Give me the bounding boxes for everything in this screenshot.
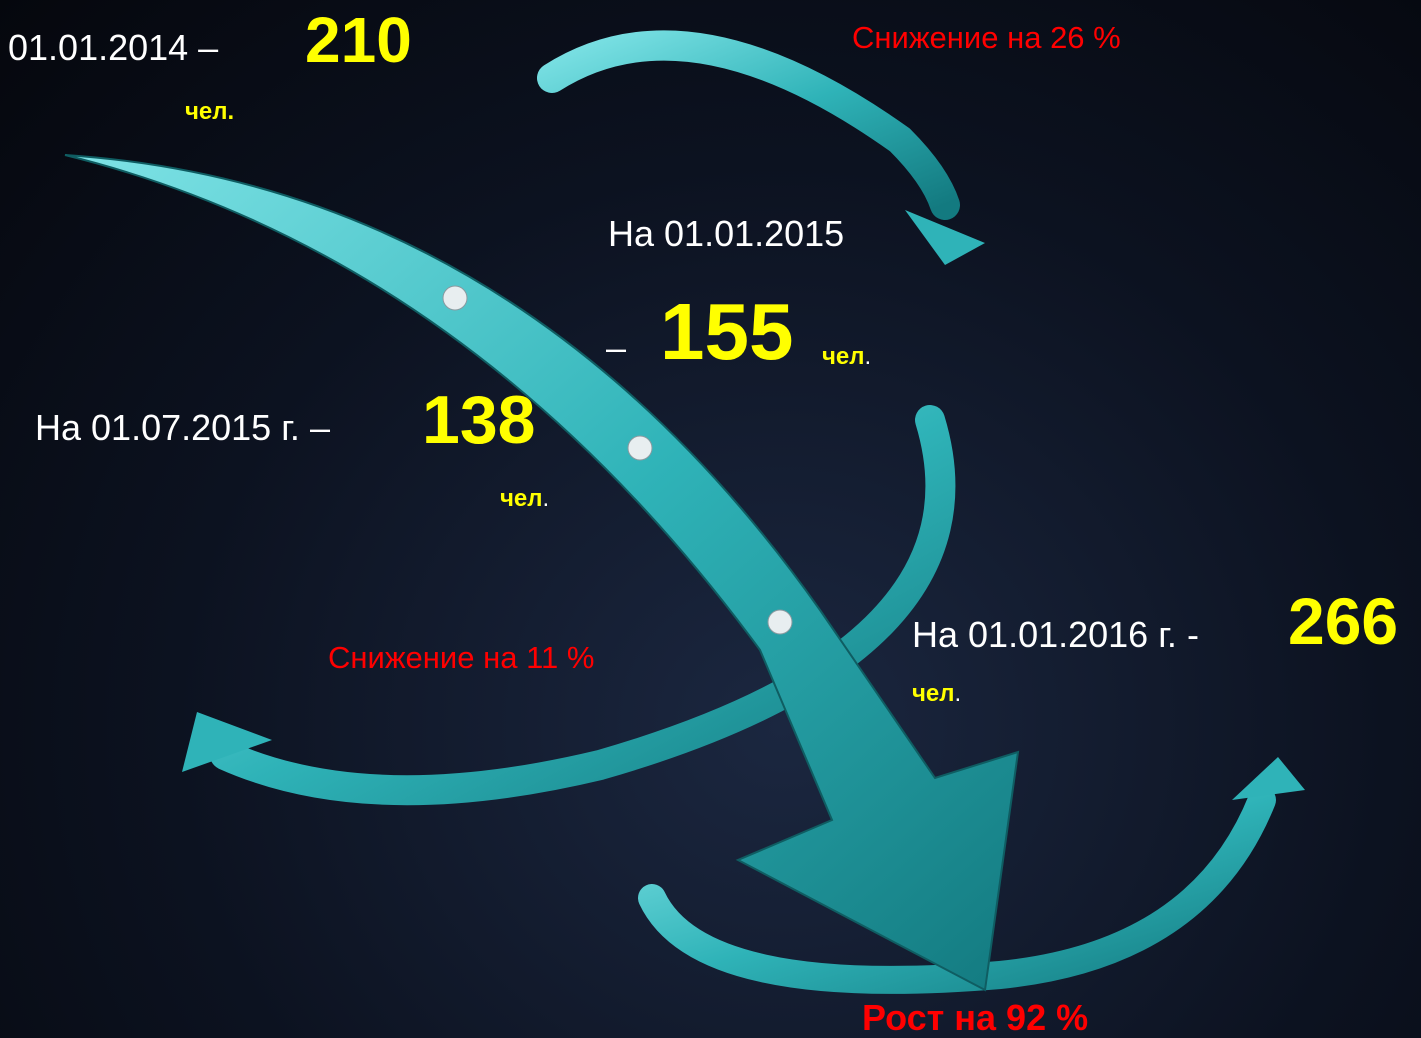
change-label: Снижение на 26 % [852, 22, 1121, 53]
unit-group: чел. [500, 487, 549, 511]
date-label: 01.01.2014 – [8, 30, 218, 66]
unit: чел [500, 485, 543, 512]
punct: . [543, 485, 550, 512]
arrow-top [552, 45, 945, 205]
count: 155 [660, 292, 793, 372]
marker [628, 436, 652, 460]
punct: . [865, 343, 872, 370]
unit-group: чел. [912, 682, 961, 706]
count: 210 [305, 8, 412, 72]
arrows [0, 0, 1421, 1038]
count: 138 [422, 386, 535, 454]
date-label: На 01.07.2015 г. – [35, 410, 330, 446]
punct: . [955, 680, 962, 707]
unit-group: чел. [822, 345, 871, 369]
dash: – [606, 330, 626, 366]
count: 266 [1288, 588, 1398, 654]
slide: 01.01.2014 – 210 чел. Снижение на 26 % Н… [0, 0, 1421, 1038]
date-label: На 01.01.2015 [608, 216, 844, 252]
change-label: Снижение на 11 % [328, 642, 594, 673]
arrow-right-head [1232, 757, 1305, 800]
marker [443, 286, 467, 310]
unit: чел [912, 680, 955, 707]
marker [768, 610, 792, 634]
unit: чел [822, 343, 865, 370]
change-label: Рост на 92 % [862, 1000, 1088, 1036]
unit: чел. [185, 100, 234, 124]
date-label: На 01.01.2016 г. - [912, 617, 1199, 653]
arrow-main [65, 155, 1018, 990]
